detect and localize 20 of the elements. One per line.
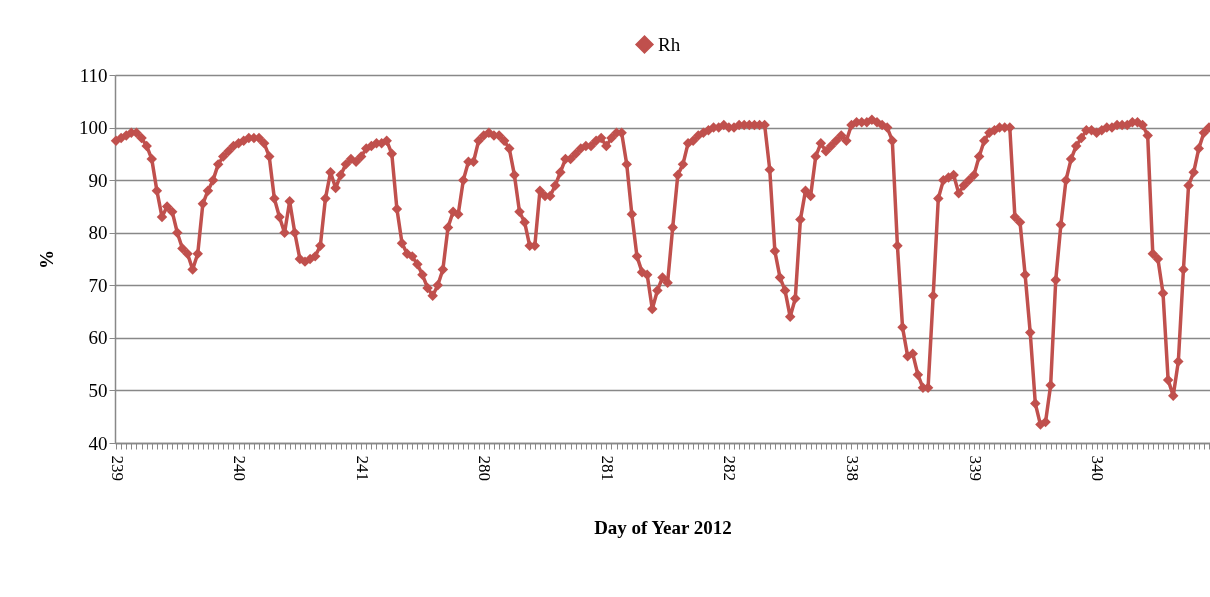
x-tick-label: 241 — [352, 455, 372, 481]
x-tick-label: 338 — [842, 455, 862, 481]
y-tick-label: 110 — [79, 64, 108, 86]
y-tick-label: 70 — [88, 274, 108, 296]
x-tick-label: 240 — [230, 455, 250, 481]
y-tick-label: 90 — [88, 169, 108, 191]
x-tick-label: 282 — [720, 455, 740, 481]
y-tick-label: 50 — [88, 379, 108, 401]
y-tick-label: 100 — [79, 117, 108, 139]
x-tick-label: 239 — [107, 455, 127, 481]
y-tick-label: 40 — [88, 432, 108, 454]
y-tick-label: 60 — [88, 327, 108, 349]
legend-label: Rh — [658, 33, 681, 55]
x-tick-label: 281 — [597, 455, 617, 481]
x-tick-label: 339 — [965, 455, 985, 481]
y-axis-title: % — [36, 250, 57, 269]
x-axis-title: Day of Year 2012 — [594, 517, 732, 538]
y-tick-label: 80 — [88, 222, 108, 244]
x-tick-label: 280 — [475, 455, 495, 481]
x-tick-label: 340 — [1088, 455, 1108, 481]
